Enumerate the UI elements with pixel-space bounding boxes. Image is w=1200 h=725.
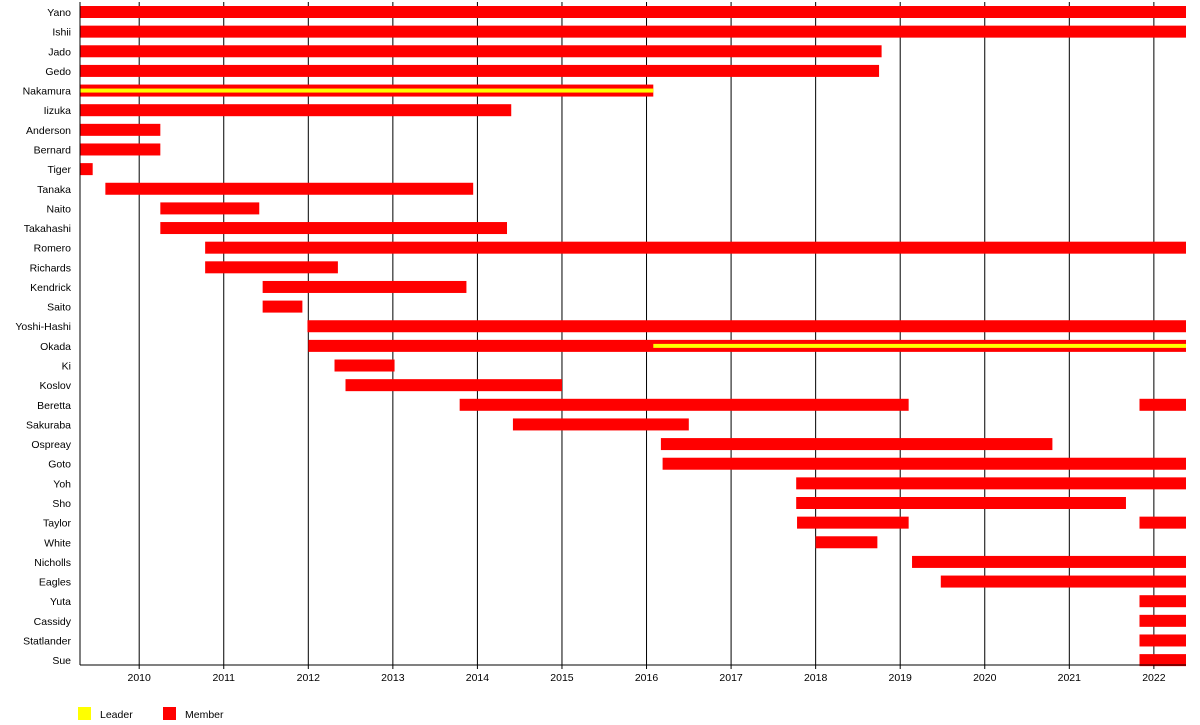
bar-iizuka [80,104,512,117]
member-label-tiger: Tiger [47,164,71,176]
bar-taylor-1 [797,516,909,529]
x-axis-ticks: 2010 2011 2012 2013 2014 2015 2016 2017 2018 2019… [128,665,1166,684]
bar-anderson [80,123,161,136]
member-label-kendrick: Kendrick [30,282,72,294]
member-label-ospreay: Ospreay [31,439,71,451]
member-label-nakamura: Nakamura [23,86,72,98]
tick-label-2013: 2013 [381,672,405,684]
bar-tiger [80,163,93,176]
member-label-eagles: Eagles [39,577,71,589]
member-label-statlander: Statlander [23,635,71,647]
member-label-yoh: Yoh [53,478,71,490]
tick-label-2019: 2019 [889,672,913,684]
leader-bar-okada [653,343,1186,348]
bar-kendrick [262,280,467,293]
bar-sakuraba [512,418,689,431]
member-label-gedo: Gedo [45,66,71,78]
bar-white [815,536,878,549]
bar-sue [1139,654,1186,667]
bar-takahashi [160,222,508,235]
tick-label-2016: 2016 [635,672,659,684]
member-label-anderson: Anderson [26,125,71,137]
plot-axes [79,2,1186,666]
legend: Leader Member [78,707,224,721]
bar-jado [80,45,882,58]
member-label-sue: Sue [52,655,71,667]
bar-ki [334,359,395,372]
bar-sho [796,497,1126,509]
tick-label-2020: 2020 [973,672,997,684]
member-label-sho: Sho [52,498,71,510]
member-label-ishii: Ishii [52,27,71,39]
member-labels: Yano Ishii Jado Gedo Nakamura Iizuka Anderson B… [15,7,71,667]
bar-ishii [80,25,1186,38]
member-label-bernard: Bernard [34,144,72,156]
bar-koslov [345,379,562,392]
bar-yoh [796,477,1186,490]
bar-romero [205,241,1186,254]
tick-label-2022: 2022 [1142,672,1166,684]
bar-nicholls [912,555,1186,568]
member-label-white: White [44,537,71,549]
bar-ospreay [660,438,1053,451]
leader-bar-nakamura [80,88,654,93]
member-label-beretta: Beretta [37,400,71,412]
bar-yano [80,6,1186,18]
bar-naito [160,202,260,215]
member-label-taylor: Taylor [43,518,72,530]
member-label-naito: Naito [46,203,71,215]
legend-swatch-leader [78,707,91,720]
tick-label-2015: 2015 [550,672,574,684]
member-label-tanaka: Tanaka [37,184,71,196]
tick-label-2012: 2012 [297,672,321,684]
tick-label-2014: 2014 [466,672,490,684]
member-label-yano: Yano [47,7,71,19]
member-label-yoshi-hashi: Yoshi-Hashi [15,321,71,333]
member-label-saito: Saito [47,302,71,314]
legend-label-member: Member [185,709,224,721]
bar-goto [662,457,1186,470]
tick-label-2010: 2010 [128,672,152,684]
bar-cassidy [1139,614,1186,627]
member-label-romero: Romero [34,243,72,255]
member-label-yuta: Yuta [50,596,71,608]
bar-eagles [940,575,1186,588]
tick-label-2018: 2018 [804,672,828,684]
member-label-takahashi: Takahashi [24,223,71,235]
member-label-jado: Jado [48,46,71,58]
bar-yoshi-hashi [307,320,1187,333]
member-label-okada: Okada [40,341,71,353]
bar-taylor-2 [1139,516,1186,529]
member-label-sakuraba: Sakuraba [26,419,71,431]
member-label-cassidy: Cassidy [34,616,72,628]
member-label-goto: Goto [48,459,71,471]
bar-saito [262,300,303,313]
bar-richards [205,261,338,274]
legend-swatch-member [163,707,176,720]
member-label-nicholls: Nicholls [34,557,71,569]
bar-yuta [1139,595,1186,608]
tick-label-2011: 2011 [212,672,235,684]
bar-bernard [80,143,161,156]
bar-beretta-2 [1139,398,1186,411]
bar-tanaka [105,182,474,195]
tick-label-2017: 2017 [719,672,743,684]
member-label-richards: Richards [30,262,71,274]
tick-label-2021: 2021 [1058,672,1082,684]
member-label-iizuka: Iizuka [44,105,72,117]
member-bars [80,6,1187,667]
bar-beretta-1 [459,398,909,411]
bar-gedo [80,64,880,77]
bar-statlander [1139,634,1186,647]
member-label-ki: Ki [62,361,71,373]
legend-label-leader: Leader [100,709,133,721]
member-label-koslov: Koslov [39,380,71,392]
